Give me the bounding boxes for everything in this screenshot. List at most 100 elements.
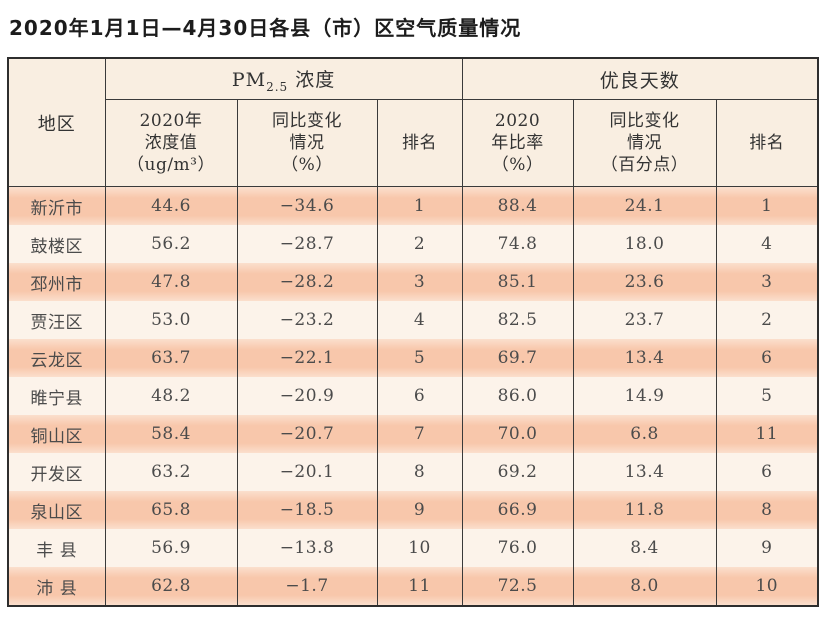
cell-rate: 74.8 (461, 225, 574, 263)
cell-region: 丰 县 (7, 529, 106, 567)
cell-region: 泉山区 (7, 491, 106, 529)
cell-pm-change: −28.7 (236, 225, 378, 263)
cell-pm-rank: 11 (376, 567, 463, 606)
cell-rate-change: 13.4 (572, 453, 717, 491)
cell-rate-rank: 4 (715, 225, 819, 263)
cell-pm-change: −20.1 (236, 453, 378, 491)
cell-rate: 85.1 (461, 263, 574, 301)
cell-rate-rank: 1 (715, 186, 819, 225)
cell-rate-rank: 5 (715, 377, 819, 415)
cell-region: 邳州市 (7, 263, 106, 301)
table-row: 泉山区 65.8 −18.5 9 66.9 11.8 8 (7, 491, 819, 529)
cell-region: 沛 县 (7, 567, 106, 606)
cell-pm-change: −22.1 (236, 339, 378, 377)
cell-pm-change: −1.7 (236, 567, 378, 606)
cell-rate-change: 13.4 (572, 339, 717, 377)
cell-pm-value: 63.2 (104, 453, 238, 491)
cell-pm-rank: 9 (376, 491, 463, 529)
pm-label-suffix: 浓度 (288, 68, 336, 91)
cell-pm-value: 44.6 (104, 186, 238, 225)
table-row: 云龙区 63.7 −22.1 5 69.7 13.4 6 (7, 339, 819, 377)
cell-pm-rank: 2 (376, 225, 463, 263)
header-pm-change: 同比变化 情况 （%） (236, 99, 378, 187)
cell-rate-rank: 9 (715, 529, 819, 567)
cell-rate-change: 11.8 (572, 491, 717, 529)
header-group-pm25: PM2.5 浓度 (104, 57, 463, 100)
cell-rate: 76.0 (461, 529, 574, 567)
cell-pm-rank: 7 (376, 415, 463, 453)
cell-rate: 82.5 (461, 301, 574, 339)
table-row: 新沂市 44.6 −34.6 1 88.4 24.1 1 (7, 186, 819, 225)
cell-rate-rank: 10 (715, 567, 819, 606)
cell-pm-value: 48.2 (104, 377, 238, 415)
header-group-good-days: 优良天数 (461, 57, 819, 100)
table-row: 铜山区 58.4 −20.7 7 70.0 6.8 11 (7, 415, 819, 453)
pm-label-prefix: PM (231, 68, 267, 91)
cell-rate: 86.0 (461, 377, 574, 415)
cell-rate-rank: 6 (715, 339, 819, 377)
cell-pm-rank: 4 (376, 301, 463, 339)
cell-pm-rank: 6 (376, 377, 463, 415)
cell-rate: 72.5 (461, 567, 574, 606)
table-row: 鼓楼区 56.2 −28.7 2 74.8 18.0 4 (7, 225, 819, 263)
cell-pm-rank: 1 (376, 186, 463, 225)
table-row: 丰 县 56.9 −13.8 10 76.0 8.4 9 (7, 529, 819, 567)
cell-rate-change: 23.7 (572, 301, 717, 339)
pm-label-subscript: 2.5 (266, 79, 289, 94)
cell-rate-change: 8.0 (572, 567, 717, 606)
table-header: 地区 PM2.5 浓度 优良天数 2020年 浓度值 （ug/m³） 同比变化 … (7, 57, 819, 187)
header-days-change: 同比变化 情况 （百分点） (572, 99, 717, 187)
header-row-groups: 地区 PM2.5 浓度 优良天数 (7, 57, 819, 187)
cell-rate: 88.4 (461, 186, 574, 225)
air-quality-table: 地区 PM2.5 浓度 优良天数 2020年 浓度值 （ug/m³） 同比变化 … (7, 57, 820, 607)
cell-pm-value: 56.9 (104, 529, 238, 567)
cell-rate-rank: 2 (715, 301, 819, 339)
table-row: 睢宁县 48.2 −20.9 6 86.0 14.9 5 (7, 377, 819, 415)
cell-pm-rank: 8 (376, 453, 463, 491)
cell-rate-change: 8.4 (572, 529, 717, 567)
cell-pm-rank: 10 (376, 529, 463, 567)
table-row: 贾汪区 53.0 −23.2 4 82.5 23.7 2 (7, 301, 819, 339)
cell-rate-change: 24.1 (572, 186, 717, 225)
header-days-rate: 2020 年比率 （%） (461, 99, 574, 187)
cell-rate-rank: 8 (715, 491, 819, 529)
cell-pm-change: −23.2 (236, 301, 378, 339)
cell-region: 开发区 (7, 453, 106, 491)
cell-region: 铜山区 (7, 415, 106, 453)
cell-region: 新沂市 (7, 186, 106, 225)
cell-pm-value: 63.7 (104, 339, 238, 377)
cell-rate: 69.2 (461, 453, 574, 491)
header-pm-value: 2020年 浓度值 （ug/m³） (104, 99, 238, 187)
cell-rate-rank: 11 (715, 415, 819, 453)
cell-pm-change: −20.9 (236, 377, 378, 415)
table-row: 邳州市 47.8 −28.2 3 85.1 23.6 3 (7, 263, 819, 301)
cell-pm-value: 53.0 (104, 301, 238, 339)
cell-pm-change: −13.8 (236, 529, 378, 567)
cell-rate-rank: 6 (715, 453, 819, 491)
cell-region: 睢宁县 (7, 377, 106, 415)
table-row: 开发区 63.2 −20.1 8 69.2 13.4 6 (7, 453, 819, 491)
cell-pm-value: 65.8 (104, 491, 238, 529)
table-row: 沛 县 62.8 −1.7 11 72.5 8.0 10 (7, 567, 819, 606)
header-row-sub: 2020年 浓度值 （ug/m³） 同比变化 情况 （%） 排名 2020 年比… (8, 99, 819, 187)
cell-rate: 69.7 (461, 339, 574, 377)
cell-rate: 66.9 (461, 491, 574, 529)
header-days-rank: 排名 (715, 99, 819, 187)
cell-rate-rank: 3 (715, 263, 819, 301)
cell-pm-rank: 3 (376, 263, 463, 301)
cell-rate-change: 23.6 (572, 263, 717, 301)
header-region: 地区 (7, 57, 106, 187)
cell-region: 鼓楼区 (7, 225, 106, 263)
cell-region: 贾汪区 (7, 301, 106, 339)
cell-pm-change: −34.6 (236, 186, 378, 225)
header-pm-rank: 排名 (376, 99, 463, 187)
cell-rate-change: 6.8 (572, 415, 717, 453)
cell-pm-change: −18.5 (236, 491, 378, 529)
cell-region: 云龙区 (7, 339, 106, 377)
cell-rate-change: 14.9 (572, 377, 717, 415)
cell-rate: 70.0 (461, 415, 574, 453)
cell-rate-change: 18.0 (572, 225, 717, 263)
cell-pm-value: 62.8 (104, 567, 238, 606)
table-body: 新沂市 44.6 −34.6 1 88.4 24.1 1 鼓楼区 56.2 −2… (7, 186, 819, 606)
